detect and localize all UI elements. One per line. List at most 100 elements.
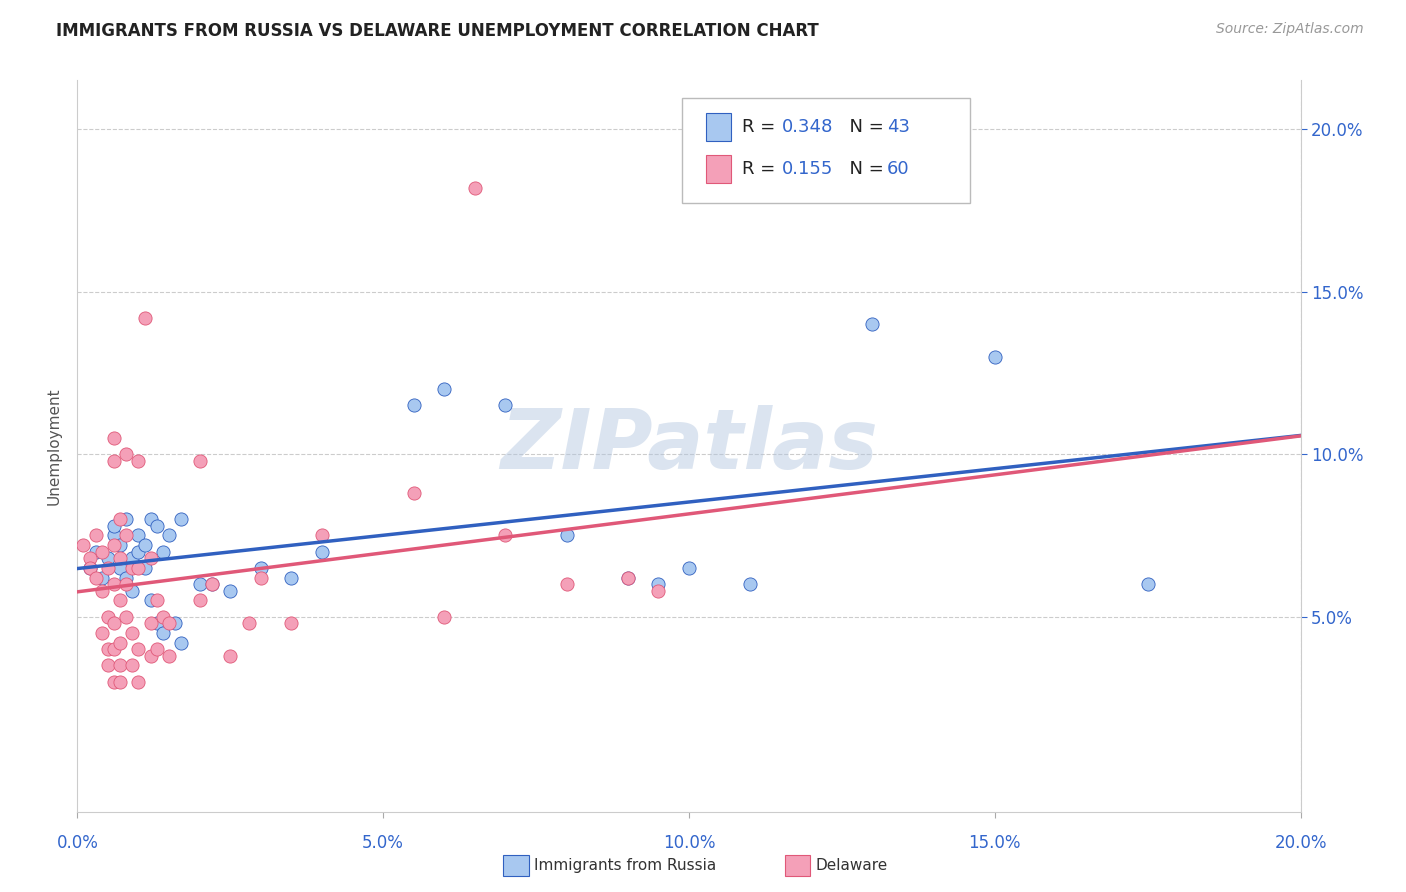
Point [90,544,112,558]
Text: Immigrants from Russia: Immigrants from Russia [534,858,717,872]
Point [555,528,578,542]
Text: Source: ZipAtlas.com: Source: ZipAtlas.com [1216,22,1364,37]
Point [115,512,138,526]
Point [115,447,138,461]
Point [121,551,143,566]
Point [121,561,143,575]
Point [103,642,125,657]
Point [121,626,143,640]
Point [617,571,640,585]
Text: ZIPatlas: ZIPatlas [501,406,877,486]
Point [90,583,112,598]
Point [121,583,143,598]
Point [128,453,150,467]
Point [647,583,669,598]
Y-axis label: Unemployment: Unemployment [46,387,62,505]
Point [134,538,156,552]
Text: 5.0%: 5.0% [363,834,404,852]
Point [108,561,131,575]
Text: N =: N = [838,119,890,136]
Text: 0.348: 0.348 [782,119,834,136]
Point [103,616,125,631]
Point [128,561,150,575]
Point [188,593,211,607]
Point [152,544,174,558]
Point [139,616,162,631]
Point [152,626,174,640]
Text: 43: 43 [887,119,910,136]
Point [280,571,302,585]
Point [495,528,517,542]
Point [402,398,425,412]
Point [108,551,131,566]
Point [219,648,242,663]
Point [984,350,1007,364]
Point [250,571,273,585]
Point [139,593,162,607]
Point [103,674,125,689]
Point [128,674,150,689]
Point [862,317,884,331]
Point [152,609,174,624]
Point [238,616,260,631]
Point [188,577,211,591]
Point [188,453,211,467]
Point [740,577,762,591]
Point [90,571,112,585]
Point [108,593,131,607]
Point [128,642,150,657]
Point [311,528,333,542]
Point [79,561,101,575]
Point [157,528,180,542]
Text: 20.0%: 20.0% [1274,834,1327,852]
Point [115,609,138,624]
Point [108,658,131,673]
Point [464,180,486,194]
Point [170,512,193,526]
Text: 15.0%: 15.0% [969,834,1021,852]
Point [103,518,125,533]
Point [146,616,169,631]
Point [97,609,120,624]
Point [108,635,131,649]
Point [433,609,456,624]
Point [103,528,125,542]
Text: R =: R = [742,161,782,178]
Point [311,544,333,558]
Point [157,616,180,631]
Point [108,538,131,552]
Point [139,551,162,566]
Point [1136,577,1159,591]
Text: Delaware: Delaware [815,858,887,872]
Point [115,528,138,542]
Point [97,551,120,566]
Point [201,577,224,591]
Point [165,616,187,631]
Point [108,674,131,689]
Point [402,486,425,500]
Point [170,635,193,649]
Point [103,431,125,445]
Point [201,577,224,591]
Text: 0.0%: 0.0% [56,834,98,852]
Point [495,398,517,412]
Point [139,512,162,526]
Point [108,512,131,526]
Point [103,577,125,591]
Point [97,658,120,673]
Point [433,382,456,396]
Point [90,626,112,640]
Point [97,561,120,575]
Point [555,577,578,591]
Point [647,577,669,591]
Point [134,561,156,575]
Text: N =: N = [838,161,890,178]
Text: R =: R = [742,119,782,136]
Point [128,544,150,558]
Point [678,561,700,575]
Text: IMMIGRANTS FROM RUSSIA VS DELAWARE UNEMPLOYMENT CORRELATION CHART: IMMIGRANTS FROM RUSSIA VS DELAWARE UNEMP… [56,22,818,40]
Point [280,616,302,631]
Text: 0.155: 0.155 [782,161,834,178]
Point [219,583,242,598]
Point [146,518,169,533]
